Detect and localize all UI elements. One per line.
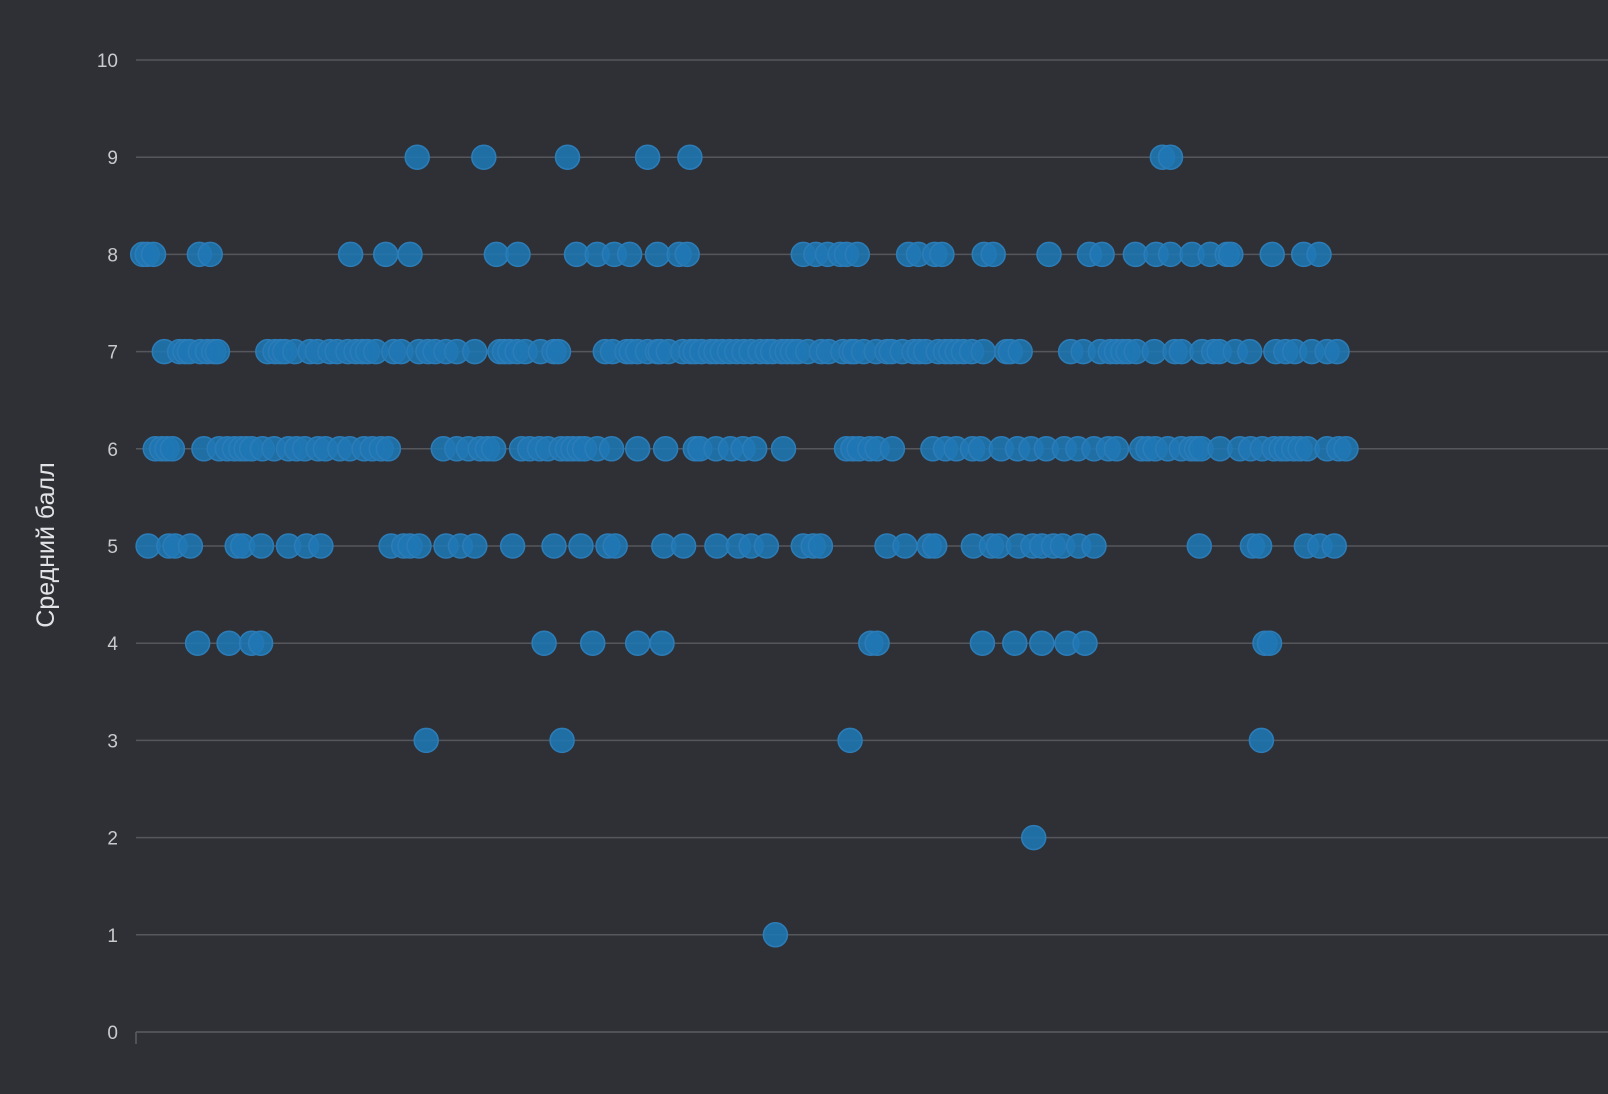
data-point[interactable] (541, 533, 567, 559)
data-point[interactable] (1236, 338, 1263, 365)
y-axis-title: Средний балл (32, 462, 60, 627)
data-point[interactable] (499, 533, 526, 559)
data-point[interactable] (616, 241, 643, 268)
data-point[interactable] (1029, 630, 1055, 656)
data-point[interactable] (624, 630, 651, 656)
data-point[interactable] (177, 533, 204, 559)
data-point[interactable] (598, 436, 625, 462)
y-tick-label: 3 (107, 731, 118, 752)
data-point[interactable] (1246, 533, 1273, 559)
data-point[interactable] (216, 630, 242, 656)
data-point[interactable] (1186, 533, 1213, 559)
data-point[interactable] (649, 630, 675, 656)
data-point[interactable] (1157, 144, 1184, 170)
data-point[interactable] (1007, 338, 1033, 365)
data-point[interactable] (579, 630, 606, 656)
data-point[interactable] (1020, 824, 1047, 851)
data-point[interactable] (1248, 727, 1275, 754)
y-tick-label: 10 (97, 51, 118, 72)
data-point[interactable] (462, 338, 488, 365)
y-tick-label: 5 (107, 537, 118, 558)
data-point[interactable] (406, 533, 432, 559)
data-point[interactable] (140, 241, 167, 268)
data-point[interactable] (483, 241, 510, 268)
data-point[interactable] (837, 727, 863, 754)
data-point[interactable] (602, 533, 628, 559)
data-point[interactable] (549, 727, 575, 754)
data-point[interactable] (970, 338, 997, 365)
y-tick-label: 4 (107, 634, 118, 655)
data-point[interactable] (1324, 338, 1350, 365)
data-point[interactable] (704, 533, 730, 559)
data-point[interactable] (554, 144, 581, 170)
data-point[interactable] (480, 436, 507, 462)
data-point[interactable] (204, 338, 231, 365)
data-point[interactable] (375, 436, 402, 462)
data-point[interactable] (247, 630, 274, 656)
data-point[interactable] (404, 144, 430, 170)
data-point[interactable] (471, 144, 497, 170)
data-point[interactable] (337, 241, 364, 268)
data-point[interactable] (1103, 436, 1130, 462)
data-point[interactable] (1259, 241, 1285, 268)
data-point[interactable] (1157, 241, 1184, 268)
data-point[interactable] (462, 533, 488, 559)
data-point[interactable] (892, 533, 918, 559)
data-point[interactable] (531, 630, 557, 656)
data-point[interactable] (1218, 241, 1244, 268)
data-point[interactable] (624, 436, 651, 462)
data-point[interactable] (545, 338, 572, 365)
data-point[interactable] (1036, 241, 1062, 268)
data-point[interactable] (1081, 533, 1107, 559)
y-tick-label: 6 (107, 440, 118, 461)
data-points (129, 144, 1359, 948)
data-point[interactable] (652, 436, 679, 462)
data-point[interactable] (644, 241, 671, 268)
data-point[interactable] (505, 241, 531, 268)
data-point[interactable] (248, 533, 275, 559)
gridlines (135, 59, 1608, 1044)
data-point[interactable] (741, 436, 768, 462)
data-point[interactable] (1333, 436, 1359, 462)
data-point[interactable] (864, 630, 890, 656)
y-tick-label: 0 (107, 1023, 118, 1044)
data-point[interactable] (197, 241, 223, 268)
y-tick-label: 7 (107, 343, 118, 364)
y-tick-label: 1 (107, 926, 118, 947)
data-point[interactable] (674, 241, 700, 268)
data-point[interactable] (753, 533, 780, 559)
data-point[interactable] (397, 241, 423, 268)
data-point[interactable] (879, 436, 906, 462)
data-point[interactable] (372, 241, 399, 268)
data-point[interactable] (184, 630, 211, 656)
data-point[interactable] (1089, 241, 1115, 268)
data-point[interactable] (1256, 630, 1283, 656)
data-point[interactable] (929, 241, 955, 268)
y-tick-labels: 0 1 2 3 4 5 6 7 8 9 10 (97, 51, 119, 1044)
data-point[interactable] (308, 533, 334, 559)
y-tick-label: 2 (107, 829, 118, 850)
data-point[interactable] (969, 630, 996, 656)
data-point[interactable] (762, 922, 789, 948)
data-point[interactable] (980, 241, 1006, 268)
data-point[interactable] (568, 533, 594, 559)
data-point[interactable] (807, 533, 834, 559)
data-point[interactable] (1072, 630, 1098, 656)
y-tick-label: 9 (107, 148, 118, 169)
data-point[interactable] (1002, 630, 1028, 656)
data-point[interactable] (634, 144, 661, 170)
data-point[interactable] (1321, 533, 1348, 559)
data-point[interactable] (770, 436, 797, 462)
data-point[interactable] (159, 436, 186, 462)
data-point[interactable] (1306, 241, 1332, 268)
data-point[interactable] (670, 533, 697, 559)
data-point[interactable] (844, 241, 871, 268)
data-point[interactable] (677, 144, 703, 170)
data-point[interactable] (921, 533, 948, 559)
y-tick-label: 8 (107, 245, 118, 266)
data-point[interactable] (413, 727, 439, 754)
